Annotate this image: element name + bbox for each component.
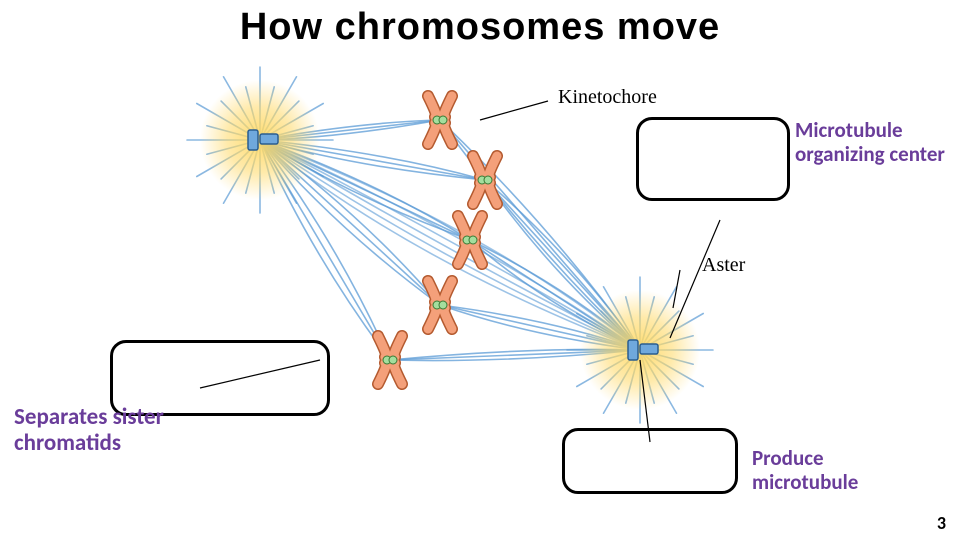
aster-label: Aster: [702, 254, 745, 277]
callout-produce: [562, 428, 738, 494]
annotation-mtoc: Microtubule organizing center: [795, 118, 955, 166]
slide-title: How chromosomes move: [0, 6, 960, 49]
annotation-separates: Separates sister chromatids: [14, 404, 274, 457]
callout-mtoc: [636, 117, 790, 201]
annotation-produce: Produce microtubule: [752, 446, 932, 494]
kinetochore-label: Kinetochore: [558, 86, 657, 109]
slide-number: 3: [937, 512, 946, 534]
